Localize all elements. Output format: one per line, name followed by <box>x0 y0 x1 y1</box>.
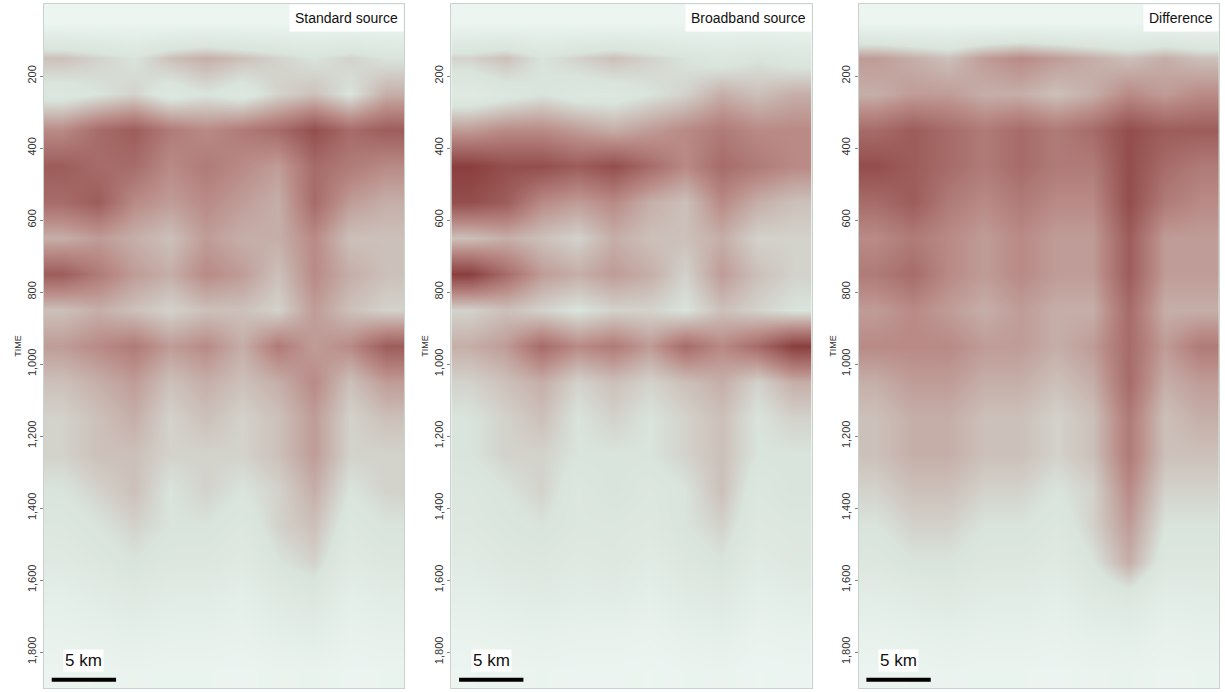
svg-text:1,400: 1,400 <box>433 493 445 521</box>
svg-text:1,000: 1,000 <box>433 349 445 377</box>
svg-text:Difference: Difference <box>1149 10 1213 26</box>
svg-text:200: 200 <box>433 65 445 83</box>
svg-text:800: 800 <box>433 281 445 299</box>
svg-text:1,600: 1,600 <box>840 565 852 593</box>
svg-text:1,800: 1,800 <box>840 637 852 665</box>
svg-text:1,200: 1,200 <box>840 421 852 449</box>
svg-text:400: 400 <box>26 137 38 155</box>
svg-text:1,400: 1,400 <box>26 493 38 521</box>
svg-text:1,600: 1,600 <box>26 565 38 593</box>
svg-text:800: 800 <box>840 281 852 299</box>
svg-text:5 km: 5 km <box>880 651 917 670</box>
svg-text:1,400: 1,400 <box>840 493 852 521</box>
svg-text:Standard source: Standard source <box>295 10 398 26</box>
svg-text:1,000: 1,000 <box>840 349 852 377</box>
svg-text:1,800: 1,800 <box>26 637 38 665</box>
svg-text:1,200: 1,200 <box>26 421 38 449</box>
svg-text:TIME: TIME <box>420 335 430 357</box>
svg-text:5 km: 5 km <box>65 651 102 670</box>
svg-text:5 km: 5 km <box>473 651 510 670</box>
svg-text:1,200: 1,200 <box>433 421 445 449</box>
svg-text:800: 800 <box>26 281 38 299</box>
svg-text:200: 200 <box>26 65 38 83</box>
svg-text:600: 600 <box>840 209 852 227</box>
svg-text:TIME: TIME <box>13 335 23 357</box>
svg-text:TIME: TIME <box>828 335 838 357</box>
svg-text:400: 400 <box>840 137 852 155</box>
svg-text:Broadband source: Broadband source <box>691 10 806 26</box>
svg-text:600: 600 <box>433 209 445 227</box>
svg-text:200: 200 <box>840 65 852 83</box>
svg-text:600: 600 <box>26 209 38 227</box>
svg-text:1,600: 1,600 <box>433 565 445 593</box>
svg-text:1,800: 1,800 <box>433 637 445 665</box>
svg-text:1,000: 1,000 <box>26 349 38 377</box>
svg-text:400: 400 <box>433 137 445 155</box>
